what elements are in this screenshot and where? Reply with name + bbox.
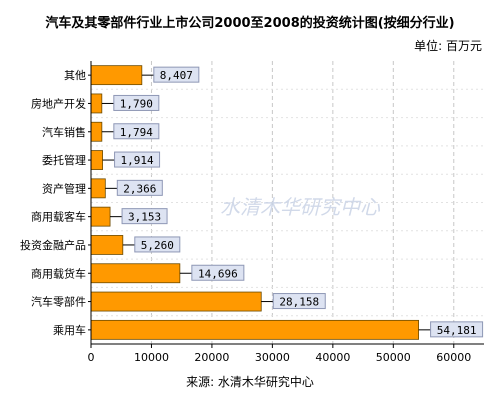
category-label: 委托管理 (42, 153, 86, 167)
source-note: 来源: 水清木华研究中心 (186, 375, 314, 389)
category-label: 乘用车 (53, 323, 86, 337)
bar (90, 319, 419, 340)
x-tick-label: 0 (88, 351, 95, 364)
x-tick-label: 50000 (376, 351, 411, 364)
bar (90, 150, 103, 170)
category-label: 其他 (64, 69, 86, 82)
bar (90, 65, 143, 86)
bar (90, 206, 111, 227)
data-label: 28,158 (279, 296, 319, 309)
bar (90, 93, 103, 114)
bar (90, 235, 124, 255)
x-tick-label: 10000 (134, 351, 169, 364)
unit-label: 单位: 百万元 (414, 39, 482, 53)
data-label-box (134, 236, 181, 253)
data-label-box (272, 293, 326, 310)
data-label: 1,914 (121, 154, 154, 167)
x-tick-label: 40000 (315, 351, 350, 364)
category-label: 商用载客车 (31, 210, 86, 224)
data-label: 14,696 (198, 267, 238, 280)
data-label-box (114, 151, 161, 168)
data-label: 3,153 (128, 211, 161, 224)
watermark: 水清木华研究中心 (220, 195, 381, 219)
data-label-box (191, 264, 245, 281)
data-label: 2,366 (123, 182, 156, 195)
data-label-box (153, 66, 200, 83)
data-label: 8,407 (160, 69, 193, 82)
category-label: 汽车销售 (42, 125, 86, 139)
bar (90, 121, 103, 142)
data-label: 5,260 (141, 239, 174, 252)
x-tick-label: 20000 (194, 351, 229, 364)
chart-title: 汽车及其零部件行业上市公司2000至2008的投资统计图(按细分行业) (45, 16, 455, 31)
x-tick-label: 30000 (255, 351, 290, 364)
category-label: 房地产开发 (31, 96, 86, 110)
bar (90, 178, 106, 199)
bar (90, 263, 181, 284)
data-label-box (121, 208, 168, 225)
category-label: 商用载货车 (31, 266, 86, 280)
bar (90, 291, 262, 312)
data-label-box (113, 123, 160, 140)
data-label: 1,794 (120, 126, 153, 139)
data-label-box (113, 94, 160, 111)
data-label-box (116, 179, 163, 196)
data-label: 1,790 (120, 97, 153, 110)
data-label-box (430, 321, 484, 338)
category-label: 资产管理 (42, 181, 86, 195)
category-label: 汽车零部件 (31, 295, 86, 309)
category-label: 投资金融产品 (20, 238, 86, 252)
x-tick-label: 60000 (436, 351, 471, 364)
data-label: 54,181 (437, 324, 477, 337)
